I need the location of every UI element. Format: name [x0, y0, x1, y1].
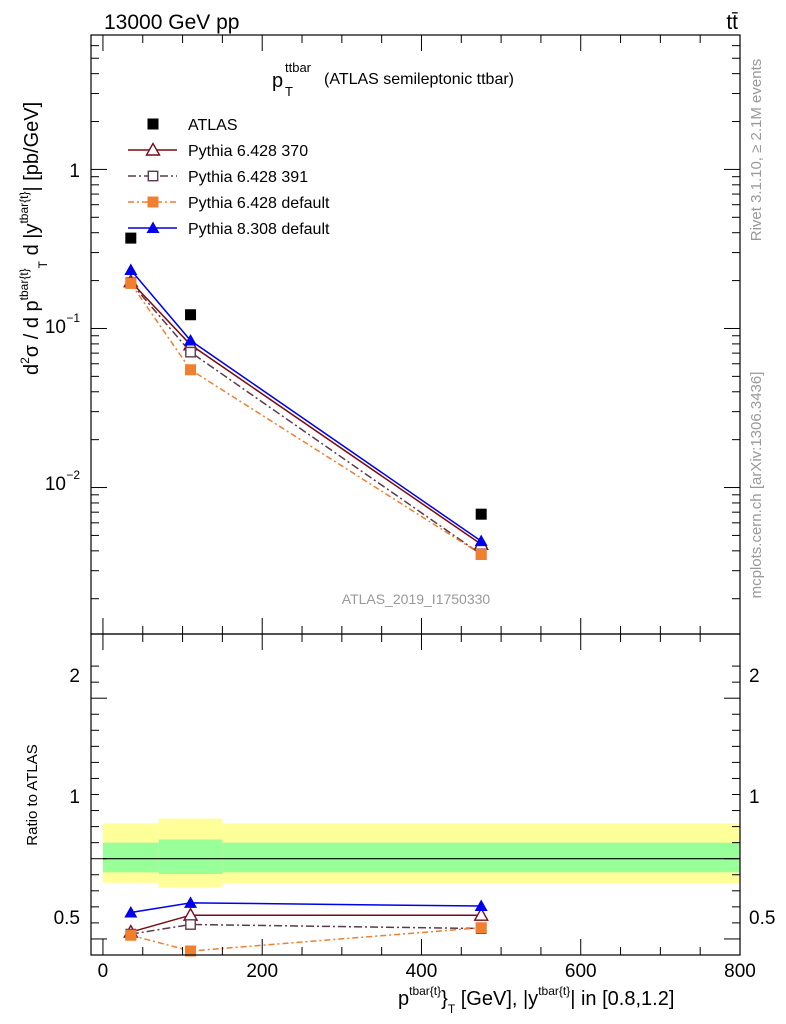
ratio-ytick-label-right: 0.5 [749, 908, 775, 929]
main-point-atlas [125, 232, 137, 244]
legend-label: Pythia 6.428 391 [188, 169, 308, 186]
main-point-pythia-8-308-default [184, 334, 198, 346]
xtick-label: 400 [406, 961, 438, 982]
main-point-atlas [475, 508, 487, 520]
ytick-label-exp: −1 [66, 311, 80, 325]
xtick-label: 800 [724, 961, 756, 982]
main-point-pythia-6-428-default [125, 277, 137, 289]
main-line-pythia-8-308-default [130, 269, 482, 542]
main-point-pythia-6-428-default [185, 364, 197, 376]
legend-label: Pythia 8.308 default [188, 221, 330, 238]
x-axis-title: ptbar{t}}T [GeV], |ytbar{t}| in [0.8,1.2… [398, 984, 674, 1016]
xtick-label: 200 [246, 961, 278, 982]
ratio-ytick-label-right: 1 [749, 787, 760, 808]
ratio-line-pythia-6-428-370 [130, 914, 482, 933]
ytick-label: 10 [45, 317, 66, 338]
xtick-label: 600 [565, 961, 597, 982]
mcplots-label: mcplots.cern.ch [arXiv:1306.3436] [748, 372, 765, 599]
ratio-line-pythia-8-308-default [130, 902, 482, 914]
plot-title: p [272, 70, 283, 92]
ratio-point-pythia-8-308-default [474, 899, 488, 912]
main-point-pythia-8-308-default [124, 263, 138, 276]
axis-ticks [91, 34, 741, 955]
ratio-point-pythia-6-428-370 [473, 907, 489, 921]
legend-label: Pythia 6.428 370 [188, 143, 308, 160]
ytick-label: 10 [45, 474, 66, 495]
ratio-y-title: Ratio to ATLAS [24, 744, 41, 845]
main-point-pythia-8-308-default [474, 534, 488, 547]
main-series-layer [123, 232, 489, 560]
ytick-label-exp: −2 [66, 468, 80, 482]
header-process: tt̄ [726, 11, 738, 34]
ratio-line-pythia-6-428-default [130, 926, 482, 952]
ratio-ytick-label: 2 [69, 666, 80, 687]
band-inner-segment [158, 839, 223, 874]
ratio-point-pythia-8-308-default [184, 896, 198, 908]
ratio-line-pythia-6-428-391 [130, 923, 482, 935]
legend-marker [147, 118, 159, 130]
ytick-label: 1 [69, 161, 80, 182]
xtick-label: 0 [98, 961, 109, 982]
x-tick-labels: 0 200 400 600 800 [98, 961, 756, 982]
plot-title-rest: (ATLAS semileptonic ttbar) [324, 71, 514, 88]
analysis-watermark: ATLAS_2019_I1750330 [342, 591, 491, 607]
ratio-point-pythia-6-428-391 [185, 919, 196, 930]
legend-label: ATLAS [188, 117, 238, 134]
ratio-ytick-label: 0.5 [54, 908, 80, 929]
main-point-pythia-6-428-391 [185, 346, 196, 358]
legend-marker [147, 170, 159, 182]
ratio-band [102, 818, 740, 888]
legend-marker [145, 142, 161, 156]
plot-title-sub: T [285, 84, 293, 99]
legend: ATLAS Pythia 6.428 370 Pythia 6.428 391 Pyt… [128, 117, 330, 238]
header-energy: 13000 GeV pp [104, 11, 239, 34]
ratio-point-pythia-8-308-default [124, 905, 138, 918]
main-line-pythia-6-428-default [130, 282, 482, 556]
ratio-point-pythia-6-428-default [475, 922, 487, 934]
rivet-label: Rivet 3.1.10, ≥ 2.1M events [748, 59, 765, 242]
plot-title-sup: ttbar [285, 60, 312, 75]
legend-marker [146, 221, 160, 233]
ratio-point-pythia-6-428-default [125, 929, 137, 941]
ratio-point-pythia-6-428-default [185, 945, 197, 957]
legend-marker [147, 196, 159, 208]
main-point-atlas [185, 309, 197, 321]
band-inner-segment [222, 842, 740, 873]
svg-text:ptbar{t}}T [GeV], |ytbar{t}| i: ptbar{t}}T [GeV], |ytbar{t}| in [0.8,1.2… [398, 984, 674, 1016]
ratio-series-layer [123, 896, 489, 957]
ratio-ytick-label: 1 [69, 787, 80, 808]
main-line-pythia-6-428-391 [130, 282, 482, 555]
legend-label: Pythia 6.428 default [188, 195, 330, 212]
ratio-ytick-label-right: 2 [749, 666, 760, 687]
band-inner-segment [102, 842, 159, 873]
main-point-pythia-6-428-default [475, 548, 487, 560]
